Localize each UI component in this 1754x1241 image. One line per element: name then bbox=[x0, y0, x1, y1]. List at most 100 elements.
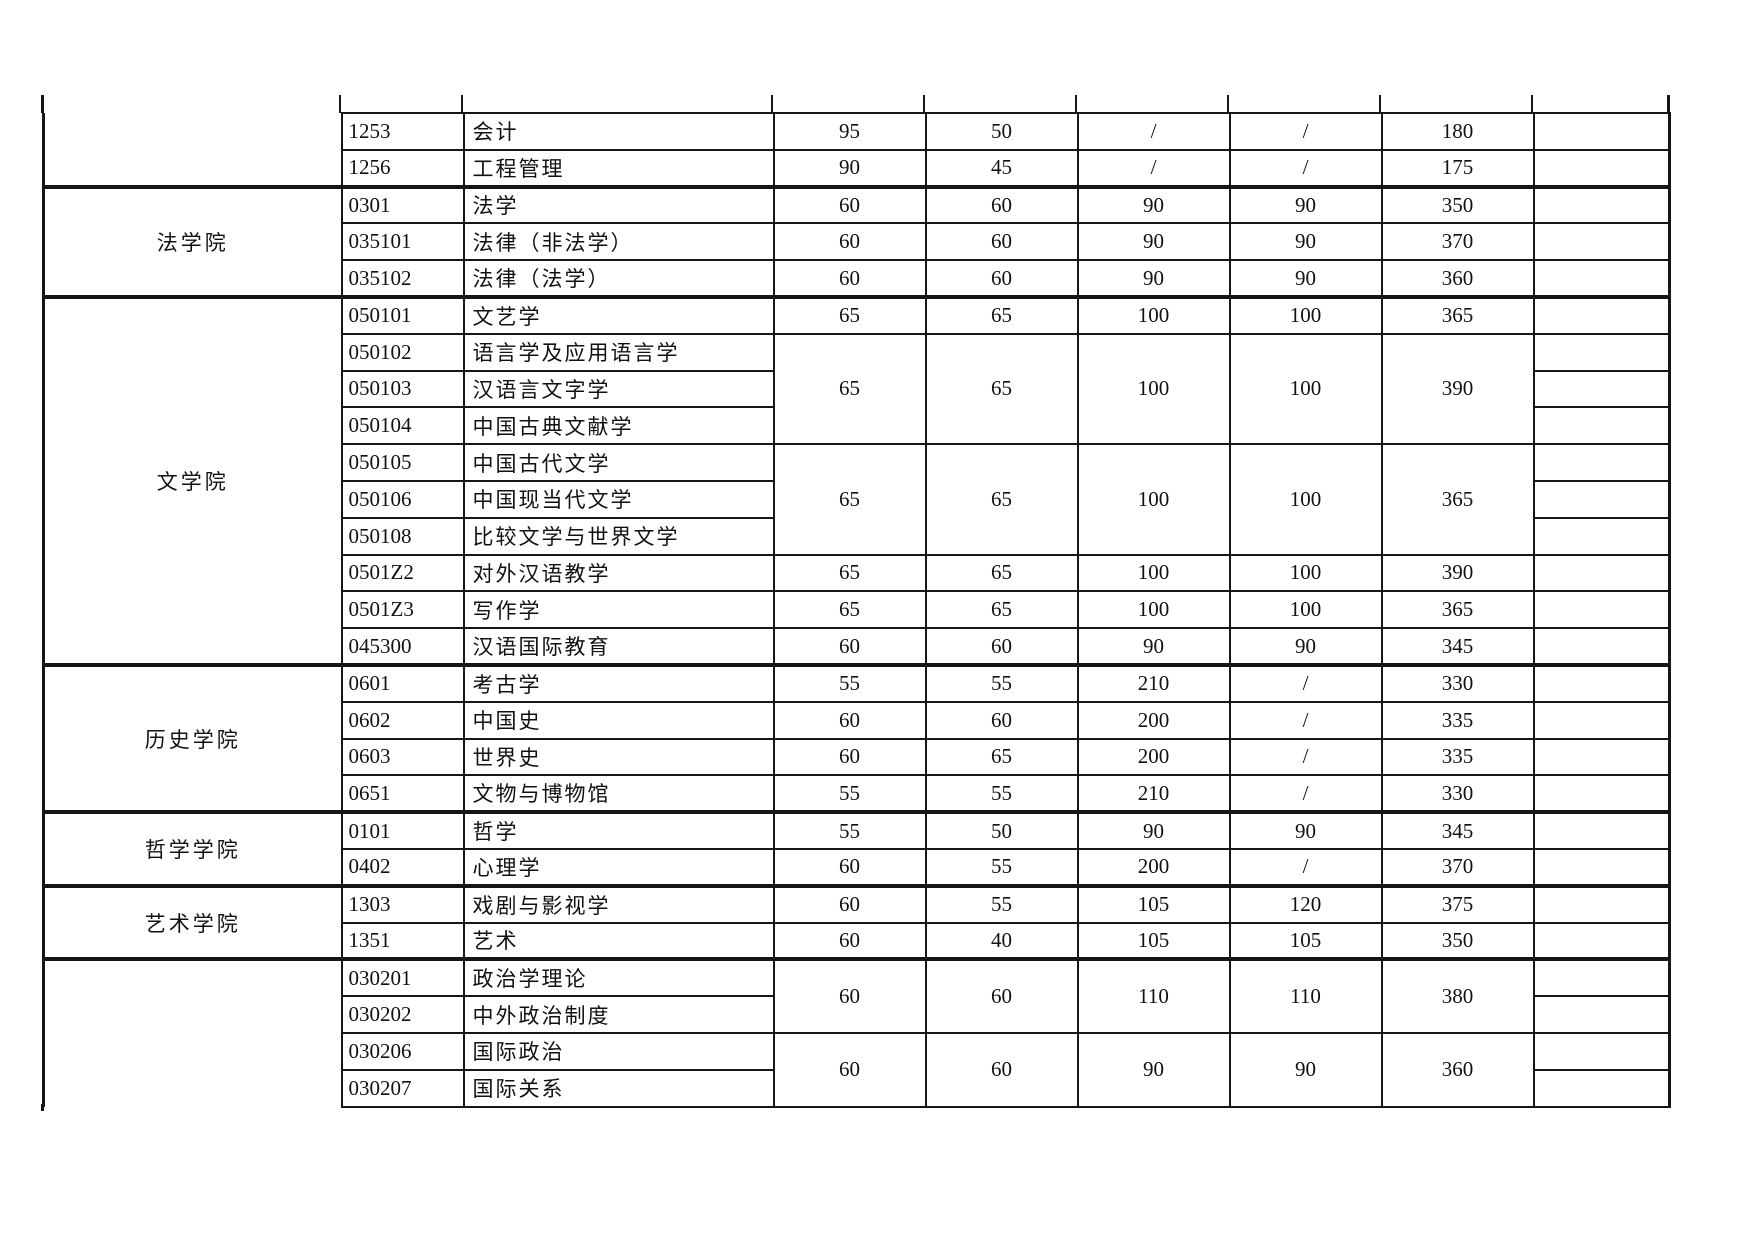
score-cell: 65 bbox=[924, 737, 1079, 777]
empty-cell bbox=[1532, 332, 1671, 372]
table-row: 030202 中外政治制度 bbox=[44, 995, 1671, 1034]
table-row: 艺术学院 1303 戏剧与影视学 60 55 105 120 375 bbox=[42, 883, 1671, 961]
total-score-cell: 370 bbox=[1380, 222, 1535, 262]
score-cell: 95 bbox=[772, 112, 927, 151]
score-cell: 65 bbox=[924, 294, 1079, 335]
empty-cell bbox=[1532, 700, 1671, 740]
table-row: 050108 比较文学与世界文学 bbox=[44, 516, 1671, 556]
score-cell: / bbox=[1076, 112, 1231, 151]
total-score-cell: 335 bbox=[1380, 737, 1535, 777]
college-cell bbox=[42, 113, 343, 188]
cropped-row-line bbox=[1666, 95, 1670, 113]
score-cell: 65 bbox=[772, 443, 927, 556]
score-cell: 55 bbox=[924, 774, 1079, 814]
cropped-row-line bbox=[1379, 95, 1381, 113]
total-score-cell: 345 bbox=[1380, 627, 1535, 666]
table-row: 0402 心理学 60 55 200/370 bbox=[44, 847, 1671, 887]
total-score-cell: 175 bbox=[1380, 148, 1535, 188]
code-cell: 1351 bbox=[340, 921, 465, 961]
total-score-cell: 390 bbox=[1380, 332, 1535, 446]
code-cell: 035101 bbox=[340, 222, 465, 262]
major-cell: 哲学 bbox=[462, 810, 775, 850]
score-cell: 60 bbox=[772, 883, 927, 924]
score-cell: 65 bbox=[924, 553, 1079, 593]
score-cell: 40 bbox=[924, 921, 1079, 961]
major-cell: 中国古典文献学 bbox=[462, 406, 775, 446]
score-cell: 90 bbox=[1228, 222, 1383, 262]
score-cell: 55 bbox=[772, 662, 927, 703]
score-cell: 60 bbox=[772, 957, 927, 1034]
score-cell: 90 bbox=[1076, 1031, 1231, 1108]
major-cell: 中国古代文学 bbox=[462, 443, 775, 482]
total-score-cell: 345 bbox=[1380, 810, 1535, 850]
total-score-cell: 365 bbox=[1380, 294, 1535, 335]
major-cell: 写作学 bbox=[462, 590, 775, 630]
major-cell: 戏剧与影视学 bbox=[462, 883, 775, 924]
code-cell: 045300 bbox=[340, 627, 465, 666]
score-cell: 105 bbox=[1076, 883, 1231, 924]
score-cell: 90 bbox=[1076, 222, 1231, 262]
code-cell: 035102 bbox=[340, 259, 465, 298]
score-cell: 50 bbox=[924, 810, 1079, 850]
total-score-cell: 350 bbox=[1380, 184, 1535, 225]
score-cell: / bbox=[1228, 112, 1383, 151]
college-cell bbox=[42, 957, 343, 1107]
score-cell: 90 bbox=[1228, 627, 1383, 666]
score-cell: 55 bbox=[772, 774, 927, 814]
empty-cell bbox=[1532, 479, 1671, 519]
code-cell: 0501Z3 bbox=[340, 590, 465, 630]
score-cell: 90 bbox=[1228, 184, 1383, 225]
score-cell: 60 bbox=[924, 259, 1079, 298]
cropped-row-line bbox=[923, 95, 925, 113]
score-cell: 65 bbox=[772, 590, 927, 630]
major-cell: 工程管理 bbox=[462, 148, 775, 188]
score-cell: 65 bbox=[924, 332, 1079, 446]
score-cell: / bbox=[1076, 148, 1231, 188]
empty-cell bbox=[1532, 737, 1671, 777]
empty-cell bbox=[1532, 516, 1671, 556]
code-cell: 030206 bbox=[340, 1031, 465, 1071]
score-cell: / bbox=[1228, 662, 1383, 703]
score-cell: 90 bbox=[1076, 810, 1231, 850]
score-cell: 60 bbox=[772, 627, 927, 666]
major-cell: 世界史 bbox=[462, 737, 775, 777]
empty-cell bbox=[1532, 406, 1671, 446]
total-score-cell: 330 bbox=[1380, 774, 1535, 814]
score-cell: 45 bbox=[924, 148, 1079, 188]
table-row: 030207 国际关系 bbox=[44, 1068, 1671, 1108]
score-cell: / bbox=[1228, 700, 1383, 740]
table-row: 035101 法律（非法学） 60 60 90 90 370 bbox=[44, 222, 1671, 262]
total-score-cell: 390 bbox=[1380, 553, 1535, 593]
empty-cell bbox=[1532, 112, 1671, 151]
score-cell: 60 bbox=[772, 700, 927, 740]
table-row: 050106 中国现当代文学 bbox=[44, 479, 1671, 519]
major-cell: 文物与博物馆 bbox=[462, 774, 775, 814]
score-cell: 100 bbox=[1228, 590, 1383, 630]
score-cell: 60 bbox=[772, 184, 927, 225]
code-cell: 1256 bbox=[340, 148, 465, 188]
score-cell: / bbox=[1228, 737, 1383, 777]
table-row: 045300 汉语国际教育 60 60 90 90 345 bbox=[44, 627, 1671, 666]
college-cell: 历史学院 bbox=[42, 662, 343, 814]
code-cell: 050102 bbox=[340, 332, 465, 372]
empty-cell bbox=[1532, 148, 1671, 188]
major-cell: 中外政治制度 bbox=[462, 995, 775, 1034]
table-row: 050102 语言学及应用语言学 65 65 100 100 390 bbox=[44, 332, 1671, 446]
empty-cell bbox=[1532, 810, 1671, 850]
table-row: 0501Z2 对外汉语教学 65 65 100 100 390 bbox=[44, 553, 1671, 593]
table-row: 035102 法律（法学） 60 60 90 90 360 bbox=[44, 259, 1671, 298]
total-score-cell: 360 bbox=[1380, 1031, 1535, 1108]
empty-cell bbox=[1532, 847, 1671, 887]
total-score-cell: 335 bbox=[1380, 700, 1535, 740]
cropped-row-line bbox=[1531, 95, 1533, 113]
major-cell: 汉语国际教育 bbox=[462, 627, 775, 666]
score-cell: 210 bbox=[1076, 662, 1231, 703]
code-cell: 0101 bbox=[340, 810, 465, 850]
empty-cell bbox=[1532, 883, 1671, 924]
score-cell: 200 bbox=[1076, 847, 1231, 887]
score-cell: 55 bbox=[772, 810, 927, 850]
major-cell: 中国现当代文学 bbox=[462, 479, 775, 519]
score-cell: 210 bbox=[1076, 774, 1231, 814]
score-cell: 100 bbox=[1076, 590, 1231, 630]
cropped-row-line bbox=[771, 95, 773, 113]
